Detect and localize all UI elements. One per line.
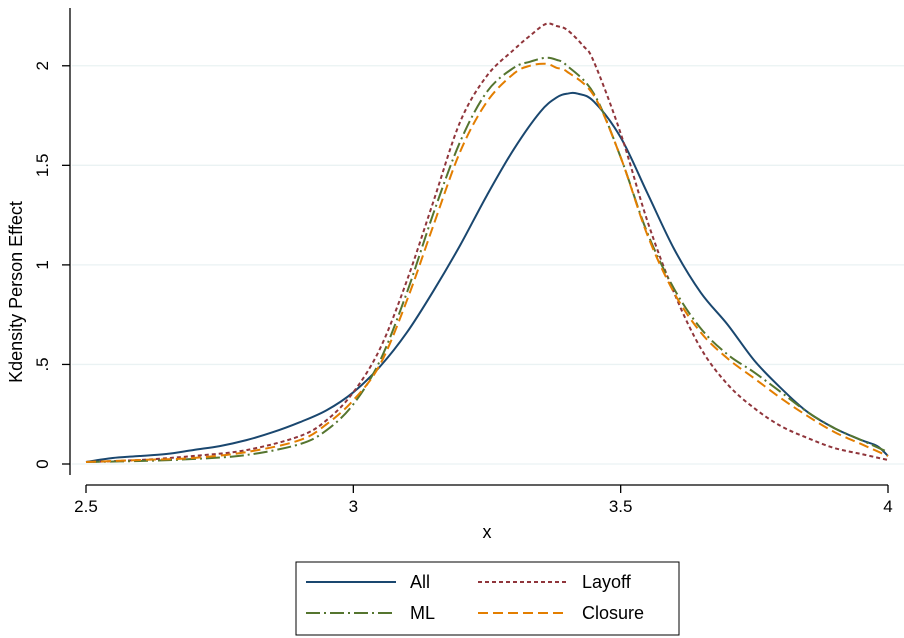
series-line-closure — [85, 62, 889, 463]
y-tick-label: 2 — [33, 61, 52, 70]
x-tick-label: 3.5 — [609, 497, 633, 516]
legend-label-all: All — [410, 572, 430, 592]
y-tick-label: 1.5 — [33, 154, 52, 178]
legend-label-ml: ML — [410, 603, 435, 623]
x-ticks: 2.5 3 3.5 4 — [74, 485, 893, 516]
series-layer — [85, 22, 889, 463]
legend-box — [295, 561, 680, 636]
series-line-layoff — [85, 22, 889, 463]
legend-label-layoff: Layoff — [582, 572, 632, 592]
y-ticks: 0 .5 1 1.5 2 — [33, 61, 70, 469]
legend: All Layoff ML Closure — [295, 561, 680, 636]
legend-label-closure: Closure — [582, 603, 644, 623]
x-tick-label: 3 — [349, 497, 358, 516]
y-tick-label: .5 — [33, 357, 52, 371]
series-line-all — [85, 91, 889, 463]
y-tick-label: 1 — [33, 260, 52, 269]
y-tick-label: 0 — [33, 459, 52, 468]
grid — [72, 65, 904, 465]
x-axis-title: x — [483, 522, 492, 542]
y-axis-title: Kdensity Person Effect — [6, 201, 26, 383]
x-tick-label: 4 — [883, 497, 892, 516]
axes — [69, 8, 888, 486]
series-line-ml — [85, 56, 889, 463]
x-tick-label: 2.5 — [74, 497, 98, 516]
